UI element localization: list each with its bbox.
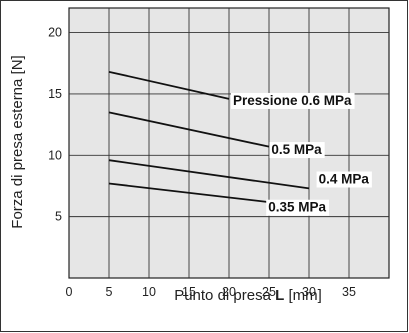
y-tick-label: 10 (48, 148, 62, 162)
x-tick-label: 5 (106, 285, 113, 299)
series-label-background (266, 199, 329, 216)
y-axis-title: Forza di presa esterna [N] (9, 55, 26, 228)
series-label: 0.4 MPa (319, 172, 370, 187)
x-axis-title-suffix: [mm] (284, 287, 322, 304)
grid (69, 8, 389, 278)
y-tick-label: 5 (55, 210, 62, 224)
series-label-background (231, 92, 355, 109)
x-tick-label: 20 (222, 285, 236, 299)
x-tick-label: 35 (342, 285, 356, 299)
x-axis-title: Punto di presa L [mm] (174, 287, 322, 304)
x-tick-label: 30 (302, 285, 316, 299)
series-line (108, 159, 310, 190)
x-tick-label: 25 (262, 285, 276, 299)
series-label: 0.35 MPa (268, 200, 326, 215)
y-axis-ticks: 5 10 15 20 (48, 26, 62, 224)
series-label: 0.5 MPa (271, 142, 322, 157)
series-labels: Pressione 0.6 MPa 0.5 MPa 0.4 MPa 0.35 MPa (231, 92, 372, 216)
y-tick-label: 15 (48, 87, 62, 101)
x-tick-label: 15 (182, 285, 196, 299)
series-label: Pressione 0.6 MPa (233, 93, 352, 108)
series-label-background (316, 171, 372, 188)
series-line (108, 111, 270, 148)
x-tick-label: 10 (142, 285, 156, 299)
x-tick-label: 0 (66, 285, 73, 299)
series-line (108, 70, 230, 100)
x-axis-title-bold: L (275, 287, 284, 304)
y-tick-label: 20 (48, 26, 62, 40)
series-label-background (269, 142, 325, 159)
x-axis-title-prefix: Punto di presa (174, 287, 275, 304)
x-axis-ticks: 0 5 10 15 20 25 30 35 (66, 285, 356, 299)
